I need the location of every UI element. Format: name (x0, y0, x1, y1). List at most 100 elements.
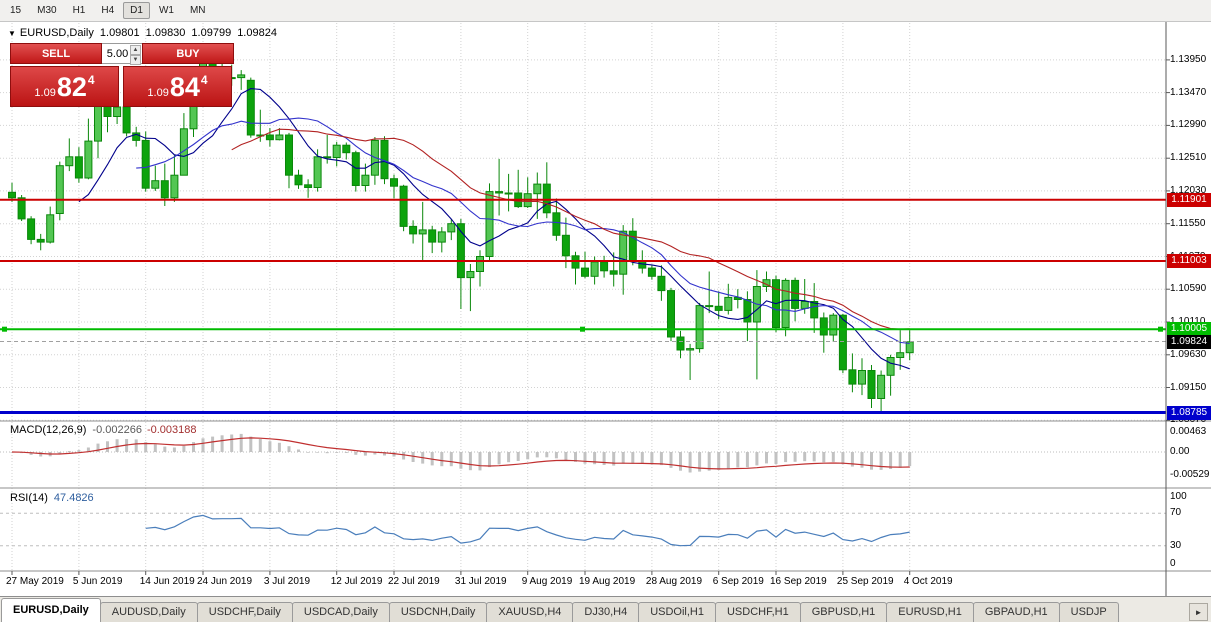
timeframe-button-m30[interactable]: M30 (37, 5, 57, 16)
date-label: 22 Jul 2019 (388, 576, 440, 587)
chart-tab-usdjp[interactable]: USDJP (1058, 602, 1119, 622)
lot-spinner: ▲ ▼ (130, 45, 141, 65)
hline-price-tag: 1.10005 (1167, 322, 1211, 337)
rsi-axis-label: 30 (1170, 539, 1182, 551)
sell-button[interactable]: SELL (10, 43, 102, 64)
timeframe-toolbar: 15 M30 H1 H4 D1 W1 MN (0, 0, 1211, 22)
ma-line-14 (136, 117, 910, 345)
date-label: 4 Oct 2019 (903, 576, 953, 587)
hline-price-tag: 1.11003 (1167, 254, 1211, 268)
chart-tab-eurusd-h1[interactable]: EURUSD,H1 (886, 602, 974, 622)
macd-axis-label: -0.00529 (1170, 468, 1210, 480)
chart-tab-usdchf-h1[interactable]: USDCHF,H1 (714, 602, 801, 622)
price-tick-label: 1.12990 (1170, 119, 1207, 131)
date-label: 6 Sep 2019 (712, 576, 764, 587)
ohlc-close: 1.09824 (237, 27, 277, 39)
chart-tabs: EURUSD,Daily AUDUSD,Daily USDCHF,Daily USDC… (0, 597, 1188, 622)
sell-price-prefix: 1.09 (34, 86, 56, 99)
price-tick-label: 1.10590 (1170, 283, 1207, 295)
chart-tab-bar: EURUSD,Daily AUDUSD,Daily USDCHF,Daily USDC… (0, 596, 1211, 622)
chart-tab-usdcnh-daily[interactable]: USDCNH,Daily (388, 602, 488, 622)
date-label: 5 Jun 2019 (72, 576, 123, 587)
buy-price-big: 84 (169, 71, 200, 102)
macd-signal-value: -0.003188 (146, 424, 197, 436)
price-tick-label: 1.09630 (1170, 348, 1207, 360)
buy-price-display[interactable]: 1.09 84 4 (123, 66, 232, 107)
date-label: 28 Aug 2019 (645, 576, 703, 587)
date-label: 16 Sep 2019 (770, 576, 827, 587)
sell-price-big: 82 (56, 71, 87, 102)
lot-size-control[interactable]: 5.00 ▲ ▼ (102, 43, 142, 65)
chart-workspace: ▼ EURUSD,Daily 1.09801 1.09830 1.09799 1.0982… (0, 22, 1211, 596)
hline-price-tag: 1.11901 (1167, 192, 1211, 207)
date-label: 19 Aug 2019 (579, 576, 636, 587)
date-label: 24 Jun 2019 (197, 576, 253, 587)
date-label: 31 Jul 2019 (454, 576, 507, 587)
chart-canvas[interactable] (0, 22, 1211, 596)
price-tick-label: 1.08670 (1170, 414, 1207, 426)
date-label: 14 Jun 2019 (139, 576, 195, 587)
timeframe-button-w1[interactable]: W1 (158, 5, 174, 16)
chart-tab-gbpaud-h1[interactable]: GBPAUD,H1 (972, 602, 1060, 622)
candles-layer (8, 51, 914, 413)
buy-button[interactable]: BUY (142, 43, 234, 64)
chart-symbol-label: EURUSD,Daily (19, 27, 94, 39)
chart-tab-usdoil-h1[interactable]: USDOil,H1 (638, 602, 716, 622)
macd-name: MACD(12,26,9) (10, 424, 87, 436)
date-label: 27 May 2019 (6, 576, 64, 587)
buy-price-pip: 4 (200, 72, 208, 87)
rsi-value: 47.4826 (53, 492, 94, 504)
lot-decrease-icon[interactable]: ▼ (130, 55, 141, 65)
timeframe-button-h1[interactable]: H1 (72, 5, 86, 16)
chart-tab-usdcad-daily[interactable]: USDCAD,Daily (291, 602, 390, 622)
date-label: 12 Jul 2019 (330, 576, 383, 587)
price-tick-label: 1.10110 (1170, 316, 1210, 328)
one-click-trading-panel: SELL 5.00 ▲ ▼ BUY 1.09 82 4 1.09 84 4 (10, 43, 234, 107)
lot-size-value[interactable]: 5.00 (106, 47, 129, 60)
timeframe-button-d1[interactable]: D1 (123, 2, 150, 19)
rsi-axis-label: 70 (1170, 507, 1182, 519)
rsi-axis-label: 0 (1170, 558, 1176, 569)
ohlc-low: 1.09799 (191, 27, 232, 39)
price-tick-label: 1.13470 (1170, 86, 1207, 98)
lot-increase-icon[interactable]: ▲ (130, 45, 141, 55)
price-tick-label: 1.12510 (1170, 152, 1207, 164)
timeframe-button-mn[interactable]: MN (189, 5, 206, 16)
one-click-toggle-icon[interactable]: ▼ (8, 29, 16, 38)
sell-price-pip: 4 (87, 72, 95, 87)
hline-price-tag: 1.08785 (1167, 405, 1211, 420)
rsi-axis-label: 100 (1170, 491, 1187, 502)
chart-tab-dj30-h4[interactable]: DJ30,H4 (572, 602, 640, 622)
sell-price-display[interactable]: 1.09 82 4 (10, 66, 119, 107)
date-label: 9 Aug 2019 (521, 576, 573, 587)
rsi-name: RSI(14) (10, 492, 48, 504)
macd-axis-label: 0.00 (1170, 446, 1190, 457)
chart-tab-usdchf-daily[interactable]: USDCHF,Daily (196, 602, 293, 622)
price-tick-label: 1.09150 (1170, 381, 1207, 393)
tab-scroll-right-button[interactable]: ► (1189, 603, 1208, 621)
chart-ohlc-info: ▼ EURUSD,Daily 1.09801 1.09830 1.09799 1.0982… (8, 27, 277, 39)
chart-tab-gbpusd-h1[interactable]: GBPUSD,H1 (799, 602, 888, 622)
macd-indicator-label: MACD(12,26,9) -0.002266 -0.003188 (10, 424, 197, 436)
timeframe-button-15[interactable]: 15 (10, 5, 22, 16)
timeframe-button-h4[interactable]: H4 (101, 5, 115, 16)
rsi-indicator-label: RSI(14) 47.4826 (10, 492, 94, 504)
macd-signal-line (11, 437, 910, 470)
ohlc-high: 1.09830 (145, 27, 186, 39)
buy-price-prefix: 1.09 (147, 86, 169, 99)
chart-tab-eurusd-daily[interactable]: EURUSD,Daily (1, 598, 101, 622)
date-label: 3 Jul 2019 (263, 576, 311, 587)
price-tick-label: 1.12030 (1170, 184, 1207, 196)
chart-tab-xauusd-h4[interactable]: XAUUSD,H4 (486, 602, 574, 622)
macd-axis-label: 0.00463 (1170, 426, 1207, 438)
macd-main-value: -0.002266 (92, 424, 142, 436)
rsi-line (145, 514, 910, 547)
price-tick-label: 1.11550 (1170, 217, 1206, 229)
ma-line-24 (231, 128, 910, 330)
chart-tab-audusd-daily[interactable]: AUDUSD,Daily (99, 602, 198, 622)
current-price-tag: 1.09824 (1167, 334, 1211, 349)
price-tick-label: 1.13950 (1170, 53, 1207, 65)
ohlc-open: 1.09801 (99, 27, 140, 39)
date-label: 25 Sep 2019 (836, 576, 894, 587)
